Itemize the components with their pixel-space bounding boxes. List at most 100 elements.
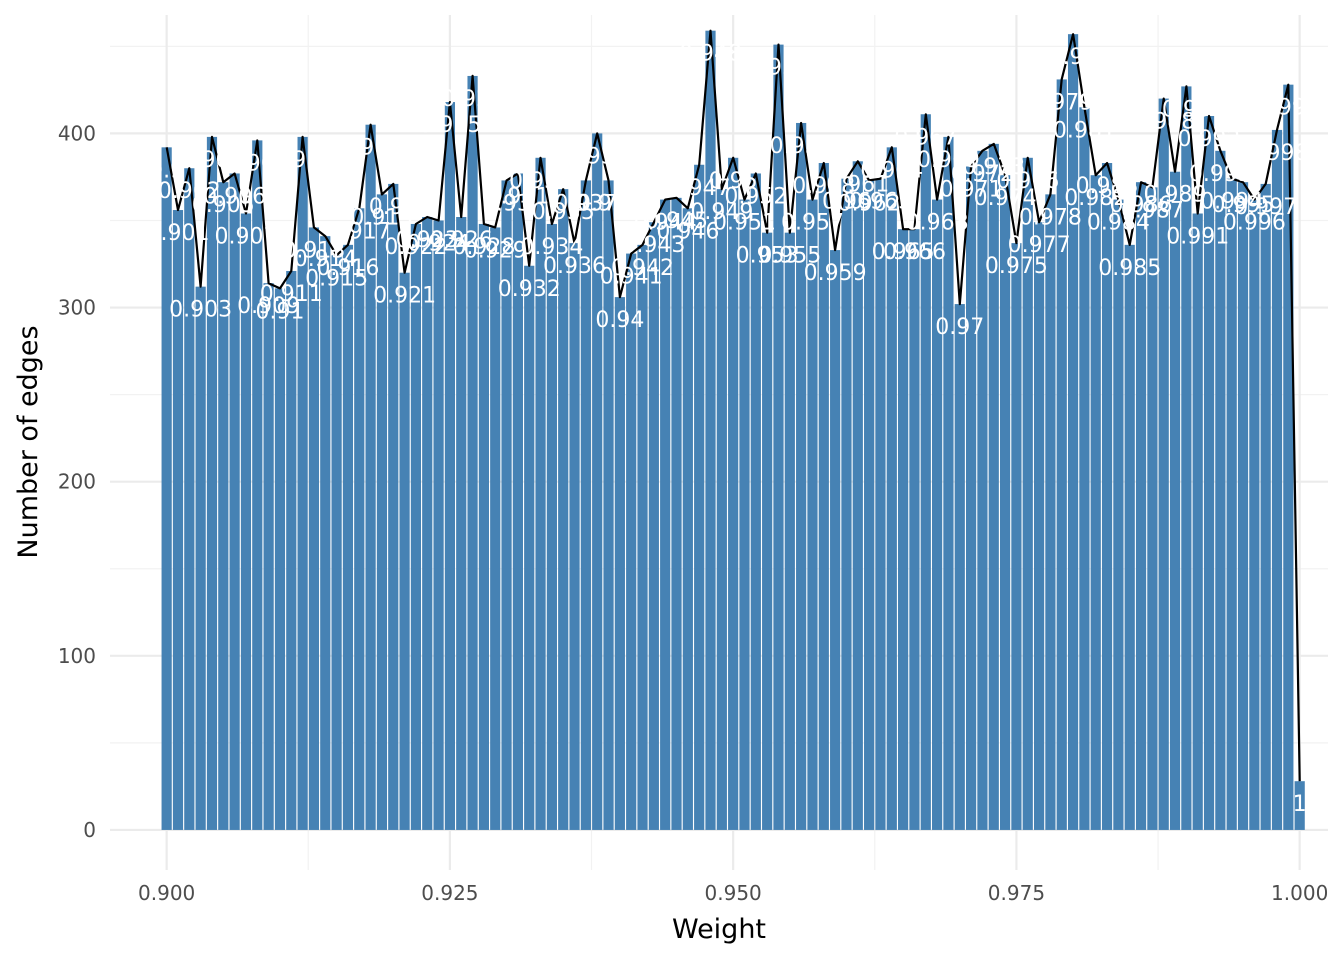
bar-label: 0.925 — [418, 113, 481, 138]
bar-label: 0.908 — [226, 151, 289, 176]
x-axis-title: Weight — [672, 914, 766, 945]
bar-label: 0.924 — [407, 231, 470, 256]
bar — [320, 236, 331, 830]
bar-label: 0.907 — [214, 225, 277, 250]
bar-label: 0.947 — [668, 176, 731, 201]
bar-label: 0.955 — [758, 244, 821, 269]
bar — [784, 232, 795, 830]
bar-label: 0.958 — [792, 174, 855, 199]
bar — [376, 194, 388, 830]
bar — [977, 150, 988, 830]
bar-label: 0.939 — [577, 191, 640, 216]
bar-label: 0.93 — [482, 191, 531, 216]
bar-label: 0.979 — [1030, 90, 1093, 115]
bar — [365, 124, 376, 830]
bar-label: 0.99 — [1162, 97, 1211, 122]
bar — [161, 147, 172, 830]
bar — [830, 250, 841, 830]
bar-label: 0.912 — [271, 148, 334, 173]
bar — [512, 173, 523, 830]
bar — [410, 223, 422, 830]
bar — [524, 265, 535, 830]
bar — [920, 114, 931, 830]
bar-label: 0.935 — [532, 200, 595, 225]
bar-label: 0.922 — [384, 235, 447, 260]
bar — [648, 222, 659, 830]
bar-label: 0.986 — [1110, 193, 1173, 218]
bar-label: 0.902 — [158, 179, 221, 204]
bar — [1169, 171, 1181, 830]
bar — [546, 223, 557, 830]
bar — [1113, 199, 1124, 830]
bar — [886, 147, 897, 830]
bar-label: 0.945 — [645, 209, 708, 234]
bar — [965, 166, 977, 830]
bar — [1067, 34, 1079, 830]
x-axis-ticks: 0.900 0.925 0.950 0.975 1.000 — [138, 881, 1328, 905]
bar — [206, 136, 218, 830]
bar — [750, 173, 761, 830]
bar-label: 0.97 — [935, 315, 984, 340]
bar-label: 0.936 — [543, 254, 606, 279]
bar-label: 0.918 — [339, 136, 402, 161]
bar — [535, 157, 546, 830]
x-tick-label: 0.925 — [421, 881, 478, 905]
bar — [1226, 178, 1237, 830]
bar — [999, 175, 1011, 830]
bar-label: 0.9 — [149, 158, 184, 183]
bar-label: 0.913 — [282, 238, 345, 263]
bar-label: 0.931 — [486, 184, 549, 209]
bar-label: 0.937 — [554, 191, 617, 216]
bar-label: 0.951 — [713, 211, 776, 236]
bar — [1181, 86, 1192, 830]
bar-label: 0.991 — [1166, 225, 1229, 250]
y-axis-ticks: 0 100 200 300 400 — [58, 121, 96, 842]
bar — [762, 232, 773, 830]
bar — [739, 199, 750, 830]
bar-label: 0.968 — [906, 211, 969, 236]
bar — [1215, 150, 1226, 830]
bar — [943, 136, 954, 830]
bar-label: 0.967 — [894, 125, 957, 150]
trend-line-group — [165, 29, 1301, 782]
bar — [1124, 244, 1135, 830]
bar — [818, 163, 829, 830]
bar-label: 0.953 — [736, 244, 799, 269]
bar-label: 0.961 — [826, 172, 889, 197]
bar — [1022, 157, 1033, 830]
bar — [671, 197, 682, 830]
bar-label: 0.923 — [396, 228, 459, 253]
y-tick-label: 300 — [58, 296, 96, 320]
bar-label: 0.959 — [804, 261, 867, 286]
bar-label: 0.933 — [509, 169, 572, 194]
x-tick-label: 0.975 — [988, 881, 1045, 905]
bar-label: 0.98 — [1049, 45, 1098, 70]
bar — [614, 297, 625, 830]
bar-label: 0.983 — [1076, 174, 1139, 199]
bar — [1079, 107, 1090, 830]
bar — [852, 161, 863, 830]
bar — [988, 143, 999, 830]
bar — [1158, 98, 1169, 830]
bar-label: 0.919 — [350, 205, 413, 230]
bar-label: 0.975 — [985, 254, 1048, 279]
bar-label: 0.926 — [430, 228, 493, 253]
bar-label: 0.973 — [962, 155, 1025, 180]
bar-label: 0.932 — [498, 277, 561, 302]
bar — [694, 164, 705, 830]
bar — [331, 255, 342, 830]
bar-label: 0.987 — [1121, 198, 1184, 223]
bar-label: 0.972 — [951, 162, 1014, 187]
bar-value-labels: 0.90.9010.9020.9030.9040.9050.9060.9070.… — [146, 42, 1319, 818]
bar-label: 0.944 — [634, 211, 697, 236]
bar — [796, 122, 807, 830]
bar — [399, 272, 410, 830]
bar — [728, 157, 739, 830]
bar-label: 0.92 — [369, 195, 418, 220]
bar-label: 0.948 — [679, 42, 742, 67]
bar-label: 0.994 — [1200, 190, 1263, 215]
bar-label: 0.949 — [690, 200, 753, 225]
bar — [1033, 222, 1045, 830]
bar — [580, 180, 591, 830]
bar-label: 0.952 — [724, 184, 787, 209]
